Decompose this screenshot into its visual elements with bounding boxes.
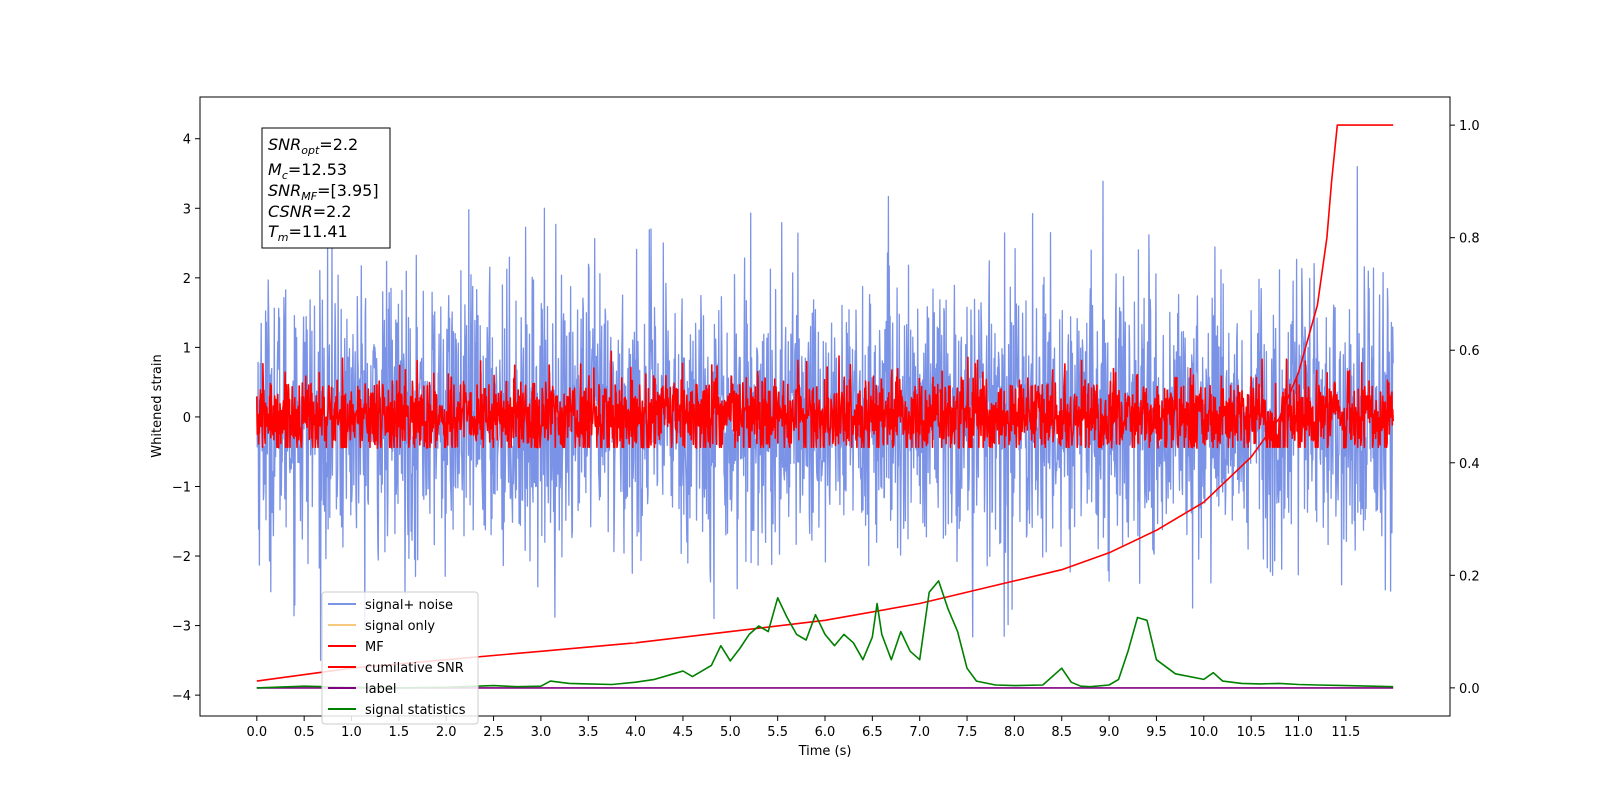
x-tick-label-2: 1.0 bbox=[341, 725, 362, 740]
x-tick-label-18: 9.0 bbox=[1099, 725, 1120, 740]
legend-label-signal-statistics: signal statistics bbox=[365, 703, 466, 718]
x-tick-label-17: 8.5 bbox=[1051, 725, 1072, 740]
x-tick-label-12: 6.0 bbox=[815, 725, 836, 740]
y-tick-label-1: 3 bbox=[183, 202, 191, 217]
series-signal-statistics bbox=[256, 580, 1394, 689]
y-tick-label-0: 4 bbox=[183, 133, 191, 148]
y-tick-label-4: 0 bbox=[183, 411, 191, 426]
y2-tick-label-2: 0.6 bbox=[1459, 344, 1480, 359]
x-tick-label-9: 4.5 bbox=[673, 725, 694, 740]
series-mf bbox=[256, 350, 1394, 449]
x-tick-label-11: 5.5 bbox=[767, 725, 788, 740]
series-cumulative-snr bbox=[256, 124, 1394, 682]
x-tick-label-20: 10.0 bbox=[1189, 725, 1218, 740]
y2-tick-label-4: 0.2 bbox=[1459, 569, 1480, 584]
x-tick-label-14: 7.0 bbox=[909, 725, 930, 740]
y2-tick-label-1: 0.8 bbox=[1459, 232, 1480, 247]
x-tick-label-5: 2.5 bbox=[483, 725, 504, 740]
x-tick-label-0: 0.0 bbox=[246, 725, 267, 740]
x-tick-label-1: 0.5 bbox=[294, 725, 315, 740]
x-tick-label-13: 6.5 bbox=[862, 725, 883, 740]
x-tick-label-4: 2.0 bbox=[436, 725, 457, 740]
y-axis-label: Whitened strain bbox=[150, 354, 165, 457]
y2-tick-label-5: 0.0 bbox=[1459, 682, 1480, 697]
legend-label-label: label bbox=[365, 682, 396, 697]
x-tick-label-8: 4.0 bbox=[625, 725, 646, 740]
x-tick-label-16: 8.0 bbox=[1004, 725, 1025, 740]
annotation-mc: Mc=12.53 bbox=[268, 160, 347, 182]
legend: signal+ noise signal only MF cumilative … bbox=[321, 591, 479, 725]
x-tick-label-15: 7.5 bbox=[957, 725, 978, 740]
y-axis-left: 4 3 2 1 0 −1 −2 −3 −4 bbox=[172, 133, 200, 704]
x-tick-label-21: 10.5 bbox=[1237, 725, 1266, 740]
x-tick-label-6: 3.0 bbox=[531, 725, 552, 740]
y-axis-right: 1.0 0.8 0.6 0.4 0.2 0.0 bbox=[1450, 119, 1480, 697]
annotation-frame bbox=[261, 127, 391, 249]
y-tick-label-3: 1 bbox=[183, 341, 191, 356]
legend-frame bbox=[321, 591, 479, 725]
annotation-box: SNRopt=2.2 Mc=12.53 SNRMF=[3.95] CSNR=2.… bbox=[261, 127, 391, 249]
y-tick-label-6: −2 bbox=[172, 550, 191, 565]
legend-label-cumulative-snr: cumilative SNR bbox=[365, 661, 464, 676]
annotation-csnr: CSNR=2.2 bbox=[268, 202, 352, 221]
annotation-snr-opt: SNRopt=2.2 bbox=[268, 135, 358, 157]
x-tick-label-10: 5.0 bbox=[720, 725, 741, 740]
x-tick-label-23: 11.5 bbox=[1331, 725, 1360, 740]
legend-label-signal-noise: signal+ noise bbox=[365, 598, 453, 613]
y-tick-label-7: −3 bbox=[172, 620, 191, 635]
y2-tick-label-0: 1.0 bbox=[1459, 119, 1480, 134]
x-tick-label-19: 9.5 bbox=[1146, 725, 1167, 740]
legend-label-signal-only: signal only bbox=[365, 619, 435, 634]
x-tick-label-3: 1.5 bbox=[389, 725, 410, 740]
annotation-snr-mf: SNRMF=[3.95] bbox=[268, 181, 379, 203]
x-axis: 0.0 0.5 1.0 1.5 2.0 2.5 3.0 3.5 4.0 4.5 5.0 5.5 6.0 6… bbox=[246, 716, 1360, 740]
legend-label-mf: MF bbox=[365, 640, 384, 655]
annotation-tm: Tm=11.41 bbox=[268, 222, 348, 244]
y-tick-label-8: −4 bbox=[172, 689, 191, 704]
y-tick-label-5: −1 bbox=[172, 480, 191, 495]
x-tick-label-7: 3.5 bbox=[578, 725, 599, 740]
y2-tick-label-3: 0.4 bbox=[1459, 457, 1480, 472]
x-axis-label: Time (s) bbox=[798, 744, 852, 759]
x-tick-label-22: 11.0 bbox=[1284, 725, 1313, 740]
y-tick-label-2: 2 bbox=[183, 272, 191, 287]
